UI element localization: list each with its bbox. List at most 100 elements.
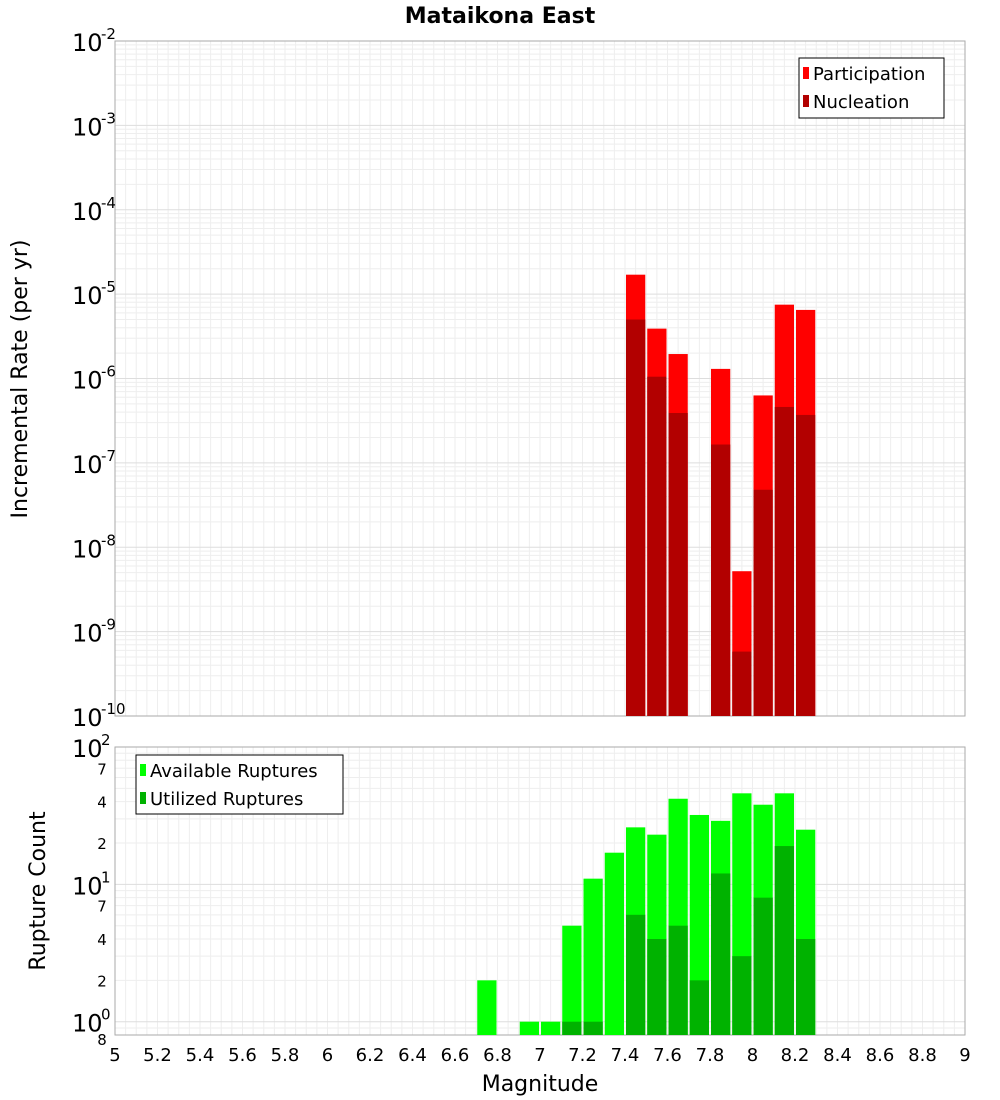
top-plot-bars — [626, 274, 816, 716]
utilized-ruptures-legend-label: Utilized Ruptures — [150, 789, 303, 810]
x-tick-label: 8 — [747, 1045, 758, 1066]
top-plot-frame — [114, 40, 966, 717]
y-tick-label-base: 10 — [72, 198, 103, 226]
utilized-ruptures-bar-m7-85 — [711, 873, 731, 1035]
x-tick-label: 8.6 — [866, 1045, 895, 1066]
y-minor-tick-label: 4 — [97, 794, 107, 812]
utilized-ruptures-bar-m8-25 — [796, 939, 816, 1035]
x-tick-label: 7.8 — [696, 1045, 725, 1066]
utilized-ruptures-bar-m7-65 — [668, 925, 688, 1035]
y-minor-tick-label: 2 — [97, 972, 107, 990]
top-y-axis-label: Incremental Rate (per yr) — [8, 240, 33, 519]
x-tick-label: 7.2 — [568, 1045, 597, 1066]
y-tick-label-base: 10 — [72, 451, 103, 479]
y-minor-tick-label: 7 — [97, 898, 107, 916]
utilized-ruptures-bar-m7-25 — [583, 1021, 603, 1035]
utilized-ruptures-bar-m7-55 — [647, 939, 667, 1035]
available-ruptures-bar-m7-25 — [583, 878, 603, 1035]
x-tick-label: 6.2 — [356, 1045, 385, 1066]
y-minor-tick-label: 8 — [97, 1031, 107, 1049]
x-tick-label: 8.4 — [823, 1045, 852, 1066]
x-tick-label: 6 — [322, 1045, 333, 1066]
top-legend-box — [798, 57, 945, 119]
x-tick-label: 5.8 — [271, 1045, 300, 1066]
nucleation-legend-swatch — [803, 95, 809, 107]
y-tick-label-exponent: 0 — [101, 1006, 111, 1024]
y-tick-label-exponent: -4 — [101, 194, 116, 212]
x-tick-label: 5.4 — [186, 1045, 215, 1066]
available-ruptures-bar-m6-95 — [519, 1021, 539, 1035]
y-tick-label-exponent: -5 — [101, 278, 116, 296]
x-tick-labels: 5 5.2 5.4 5.6 5.8 6 6.2 6.4 6.6 6.8 7 7.2 7.4 7.6 7.8 8… — [109, 1045, 970, 1066]
y-tick-label-base: 10 — [72, 735, 103, 763]
x-tick-label: 7.4 — [611, 1045, 640, 1066]
x-tick-label: 5.2 — [143, 1045, 172, 1066]
available-ruptures-legend-swatch — [140, 764, 146, 776]
x-tick-label: 8.2 — [781, 1045, 810, 1066]
nucleation-bar-m7-45 — [626, 319, 646, 716]
y-tick-label-exponent: 2 — [101, 731, 111, 749]
y-tick-label-base: 10 — [72, 872, 103, 900]
participation-legend-swatch — [803, 67, 809, 79]
y-minor-tick-label: 7 — [97, 760, 107, 778]
available-ruptures-bar-m7-75 — [689, 814, 709, 1035]
bottom-legend: Available Ruptures Utilized Ruptures — [135, 754, 344, 815]
x-tick-label: 8.8 — [908, 1045, 937, 1066]
nucleation-bar-m7-65 — [668, 413, 688, 716]
available-ruptures-bar-m7-05 — [541, 1021, 561, 1035]
bottom-plot-frame — [114, 746, 966, 1036]
utilized-ruptures-bar-m7-15 — [562, 1021, 582, 1035]
x-tick-label: 7.6 — [653, 1045, 682, 1066]
y-tick-label-exponent: -8 — [101, 531, 116, 549]
nucleation-bar-m7-55 — [647, 376, 667, 716]
y-tick-label-base: 10 — [72, 113, 103, 141]
bottom-y-axis-label: Rupture Count — [26, 811, 51, 971]
bottom-legend-box — [135, 754, 344, 815]
x-tick-label: 5 — [109, 1045, 120, 1066]
y-tick-label-exponent: 1 — [101, 868, 111, 886]
x-tick-label: 9 — [959, 1045, 970, 1066]
utilized-ruptures-bar-m7-95 — [732, 956, 752, 1035]
nucleation-bar-m7-95 — [732, 651, 752, 716]
y-tick-label-base: 10 — [72, 367, 103, 395]
nucleation-bar-m8-05 — [753, 489, 773, 716]
utilized-ruptures-bar-m7-45 — [626, 914, 646, 1035]
x-tick-label: 6.6 — [441, 1045, 470, 1066]
y-tick-label-base: 10 — [72, 1010, 103, 1038]
bottom-plot-bars — [477, 793, 816, 1035]
y-tick-label-base: 10 — [72, 29, 103, 57]
top-legend: Participation Nucleation — [798, 57, 945, 119]
nucleation-bar-m8-25 — [796, 414, 816, 716]
available-ruptures-bar-m7-15 — [562, 925, 582, 1035]
y-tick-label-exponent: -9 — [101, 616, 116, 634]
y-tick-label-base: 10 — [72, 535, 103, 563]
x-axis-label: Magnitude — [482, 1072, 599, 1097]
chart-title: Mataikona East — [405, 4, 596, 29]
nucleation-bar-m8-15 — [774, 406, 794, 716]
y-tick-label-base: 10 — [72, 620, 103, 648]
x-tick-label: 7 — [534, 1045, 545, 1066]
utilized-ruptures-bar-m8-05 — [753, 897, 773, 1035]
available-ruptures-bar-m7-35 — [604, 852, 624, 1035]
y-tick-label-exponent: -2 — [101, 25, 116, 43]
y-tick-label-exponent: -10 — [101, 700, 126, 718]
y-tick-label-exponent: -3 — [101, 109, 116, 127]
y-tick-label-base: 10 — [72, 282, 103, 310]
utilized-ruptures-legend-swatch — [140, 792, 146, 804]
utilized-ruptures-bar-m8-15 — [774, 846, 794, 1035]
x-tick-label: 6.4 — [398, 1045, 427, 1066]
y-minor-tick-label: 4 — [97, 931, 107, 949]
x-tick-label: 5.6 — [228, 1045, 257, 1066]
y-tick-label-base: 10 — [72, 704, 103, 732]
x-tick-label: 6.8 — [483, 1045, 512, 1066]
y-tick-label-exponent: -7 — [101, 447, 116, 465]
participation-legend-label: Participation — [813, 64, 925, 85]
y-minor-tick-label: 2 — [97, 835, 107, 853]
utilized-ruptures-bar-m7-75 — [689, 980, 709, 1035]
top-plot-grid — [114, 41, 966, 717]
y-tick-label-exponent: -6 — [101, 363, 116, 381]
nucleation-legend-label: Nucleation — [813, 92, 909, 113]
available-ruptures-bar-m6-75 — [477, 980, 497, 1035]
